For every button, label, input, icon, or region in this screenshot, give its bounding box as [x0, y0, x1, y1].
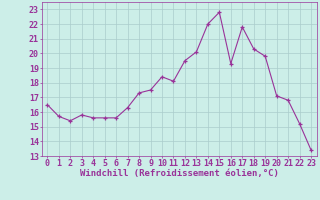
- X-axis label: Windchill (Refroidissement éolien,°C): Windchill (Refroidissement éolien,°C): [80, 169, 279, 178]
